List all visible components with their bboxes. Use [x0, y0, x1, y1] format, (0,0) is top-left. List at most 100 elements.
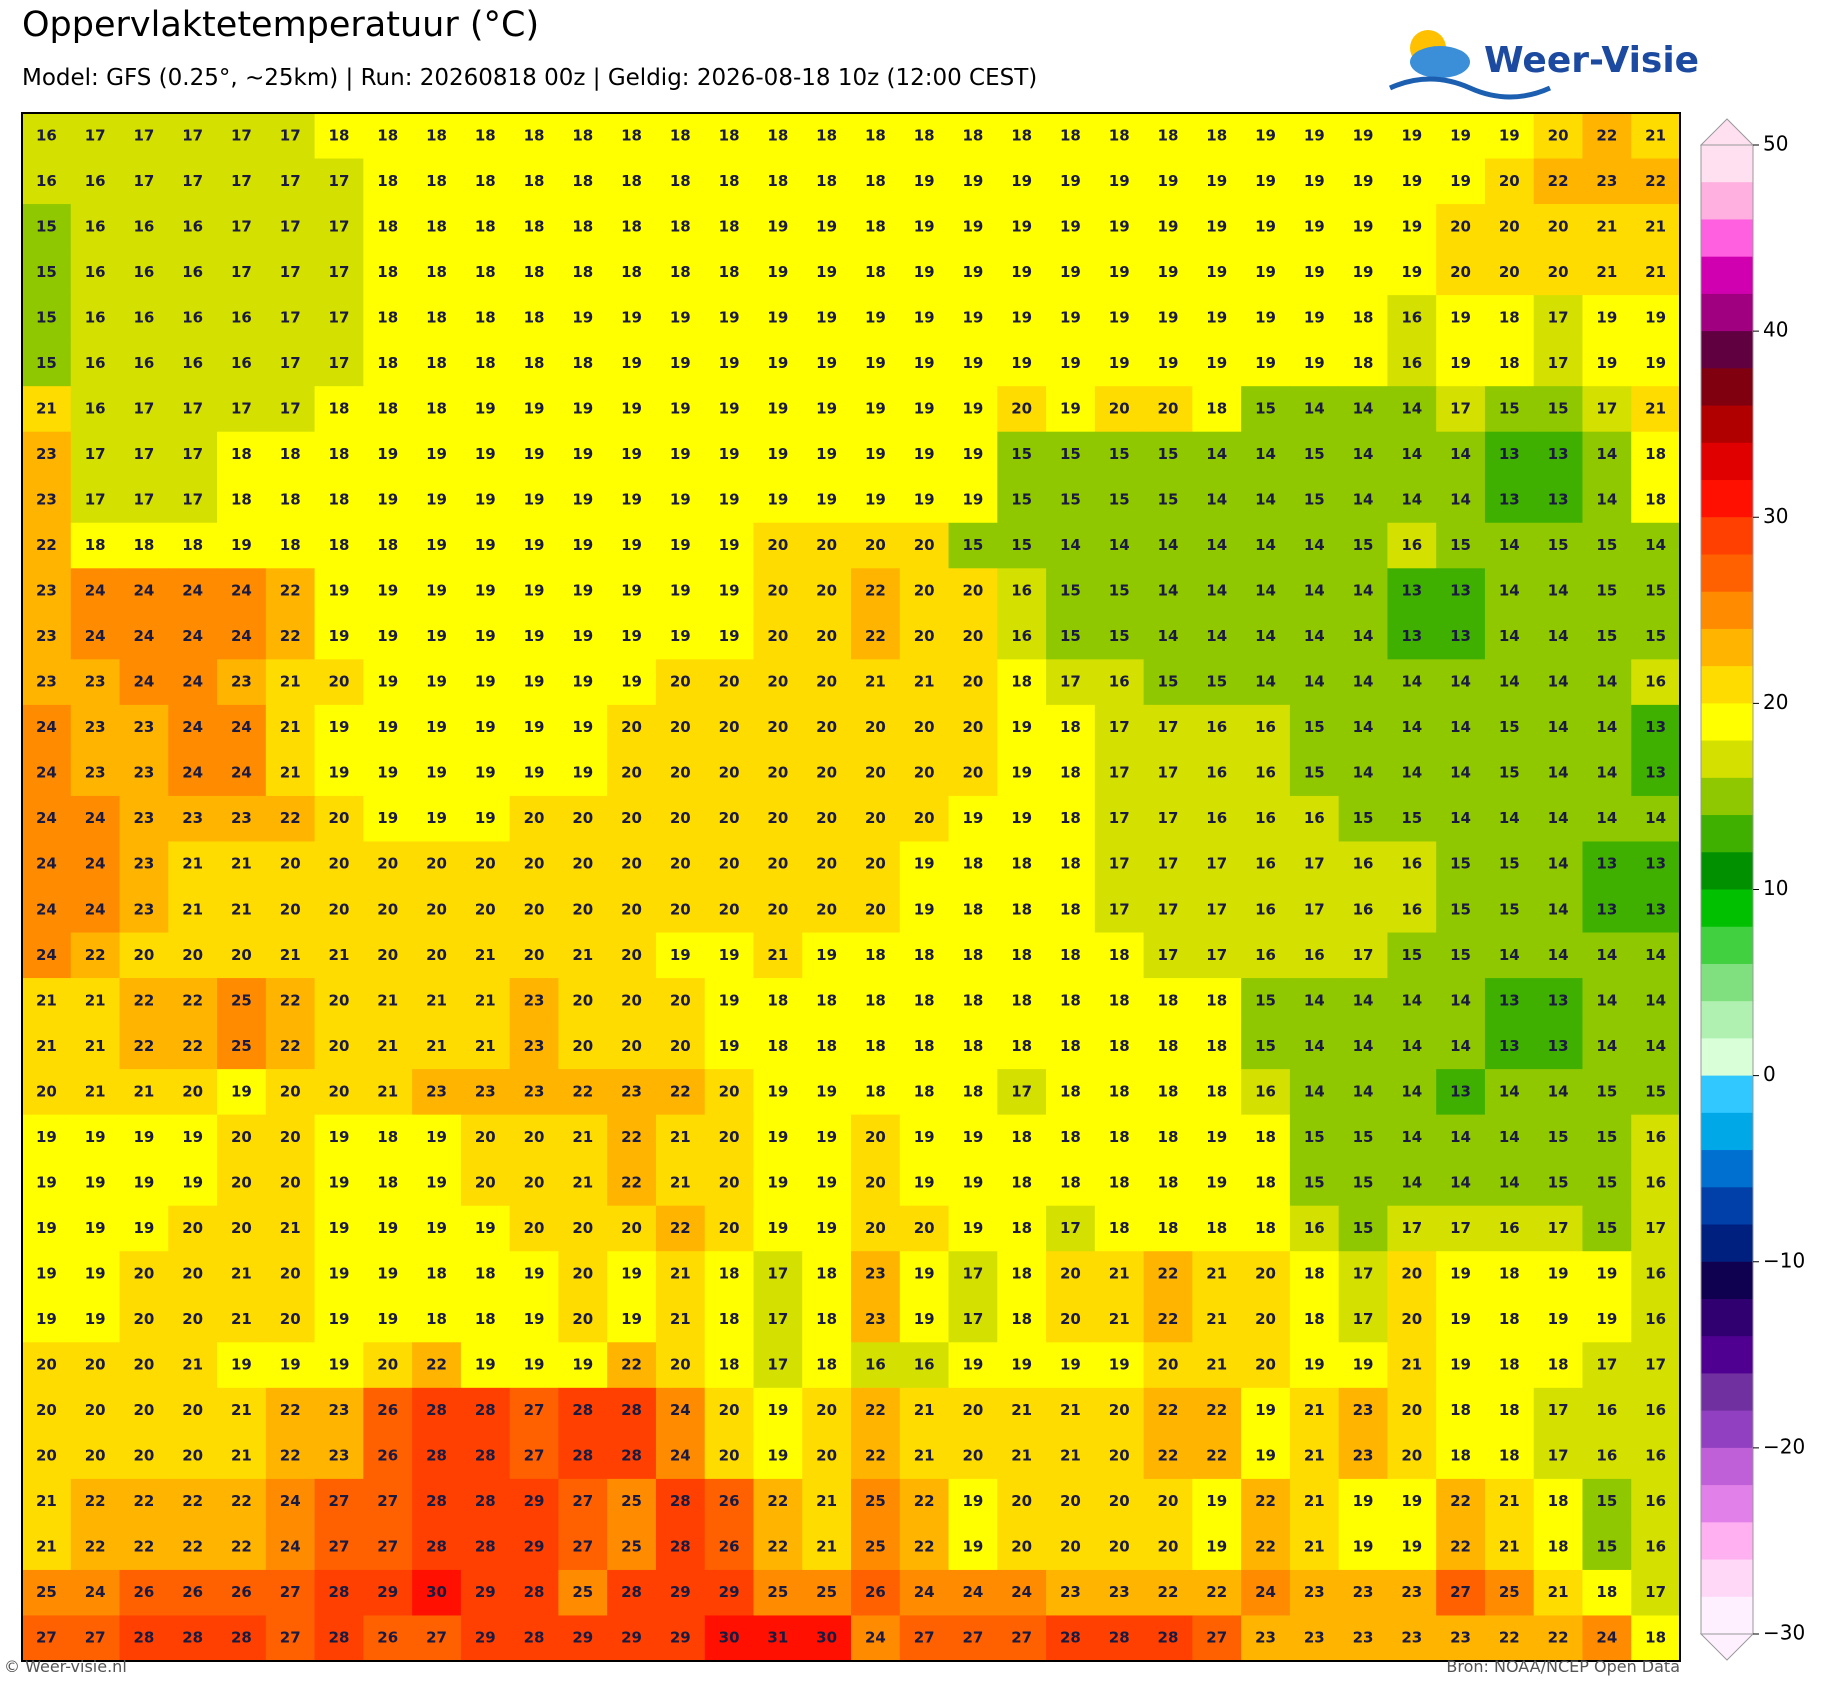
temperature-cell	[1143, 1160, 1193, 1207]
temperature-value: 19	[767, 354, 788, 372]
temperature-cell	[460, 249, 511, 296]
temperature-value: 19	[816, 491, 837, 509]
temperature-value: 23	[36, 445, 57, 463]
temperature-value: 20	[719, 1219, 740, 1237]
temperature-cell	[168, 1569, 218, 1616]
temperature-value: 17	[329, 354, 350, 372]
temperature-value: 20	[329, 855, 350, 873]
temperature-value: 20	[719, 1128, 740, 1146]
temperature-cell	[119, 386, 169, 433]
temperature-cell	[607, 841, 657, 888]
temperature-cell	[1582, 659, 1632, 706]
temperature-cell	[1631, 1478, 1681, 1525]
temperature-cell	[1533, 750, 1583, 797]
temperature-value: 14	[1596, 764, 1617, 782]
temperature-cell	[753, 295, 803, 342]
temperature-cell	[1192, 1114, 1242, 1161]
temperature-value: 19	[1304, 126, 1325, 144]
temperature-value: 20	[1255, 1310, 1276, 1328]
temperature-cell	[1436, 887, 1486, 934]
temperature-cell	[1436, 978, 1486, 1025]
temperature-cell	[997, 204, 1047, 251]
temperature-value: 24	[280, 1538, 301, 1556]
temperature-value: 18	[1060, 1082, 1081, 1100]
temperature-cell	[1436, 1615, 1486, 1662]
temperature-value: 19	[572, 627, 593, 645]
colorbar-swatch	[1701, 703, 1753, 742]
temperature-cell	[607, 887, 657, 934]
temperature-cell	[70, 750, 121, 797]
temperature-cell	[655, 1433, 706, 1480]
temperature-cell	[22, 887, 72, 934]
temperature-value: 19	[816, 1173, 837, 1191]
temperature-cell	[217, 1433, 267, 1480]
temperature-value: 17	[1011, 1082, 1032, 1100]
temperature-cell	[1192, 477, 1242, 524]
temperature-cell	[1484, 1069, 1535, 1116]
temperature-cell	[168, 1615, 218, 1662]
temperature-value: 19	[816, 308, 837, 326]
temperature-cell	[1192, 750, 1242, 797]
temperature-value: 17	[182, 399, 203, 417]
temperature-cell	[558, 978, 608, 1025]
temperature-value: 24	[85, 855, 106, 873]
temperature-cell	[119, 795, 169, 842]
temperature-value: 18	[426, 126, 447, 144]
temperature-value: 19	[1206, 263, 1227, 281]
temperature-value: 20	[182, 1447, 203, 1465]
temperature-value: 16	[1401, 536, 1422, 554]
temperature-cell	[412, 932, 462, 979]
temperature-cell	[412, 204, 462, 251]
temperature-cell	[851, 978, 901, 1025]
temperature-cell	[1533, 1615, 1583, 1662]
temperature-value: 19	[524, 399, 545, 417]
temperature-cell	[509, 1524, 559, 1571]
temperature-value: 21	[377, 991, 398, 1009]
temperature-value: 22	[182, 991, 203, 1009]
temperature-value: 24	[182, 764, 203, 782]
temperature-value: 20	[816, 536, 837, 554]
temperature-cell	[314, 158, 364, 205]
temperature-cell	[1143, 113, 1193, 160]
temperature-value: 15	[1255, 1037, 1276, 1055]
temperature-cell	[412, 1387, 462, 1434]
temperature-cell	[558, 1387, 608, 1434]
temperature-value: 21	[670, 1265, 691, 1283]
temperature-cell	[363, 1160, 413, 1207]
temperature-value: 20	[377, 900, 398, 918]
temperature-value: 19	[329, 1173, 350, 1191]
temperature-cell	[1582, 1114, 1632, 1161]
subtitle: Model: GFS (0.25°, ~25km) | Run: 2026081…	[22, 65, 1037, 91]
temperature-value: 18	[182, 536, 203, 554]
temperature-cell	[802, 1387, 852, 1434]
temperature-cell	[753, 1342, 803, 1389]
temperature-cell	[217, 295, 267, 342]
temperature-value: 21	[36, 399, 57, 417]
temperature-value: 18	[1304, 1265, 1325, 1283]
temperature-cell	[119, 477, 169, 524]
temperature-cell	[265, 659, 316, 706]
temperature-value: 16	[1401, 308, 1422, 326]
temperature-value: 21	[670, 1173, 691, 1191]
temperature-value: 20	[1060, 1492, 1081, 1510]
temperature-value: 18	[1060, 126, 1081, 144]
temperature-value: 17	[1548, 1401, 1569, 1419]
temperature-cell	[314, 795, 364, 842]
temperature-value: 20	[1158, 1356, 1179, 1374]
temperature-cell	[314, 1387, 364, 1434]
temperature-cell	[119, 1387, 169, 1434]
temperature-value: 23	[1353, 1401, 1374, 1419]
temperature-value: 19	[85, 1219, 106, 1237]
temperature-value: 21	[1011, 1447, 1032, 1465]
temperature-cell	[948, 613, 998, 660]
temperature-value: 22	[426, 1356, 447, 1374]
temperature-cell	[412, 113, 462, 160]
temperature-cell	[1338, 249, 1388, 296]
temperature-value: 19	[621, 673, 642, 691]
temperature-value: 18	[816, 1037, 837, 1055]
temperature-cell	[70, 1205, 121, 1252]
temperature-cell	[412, 1342, 462, 1389]
temperature-value: 19	[231, 1082, 252, 1100]
temperature-value: 15	[1158, 445, 1179, 463]
temperature-value: 20	[621, 718, 642, 736]
